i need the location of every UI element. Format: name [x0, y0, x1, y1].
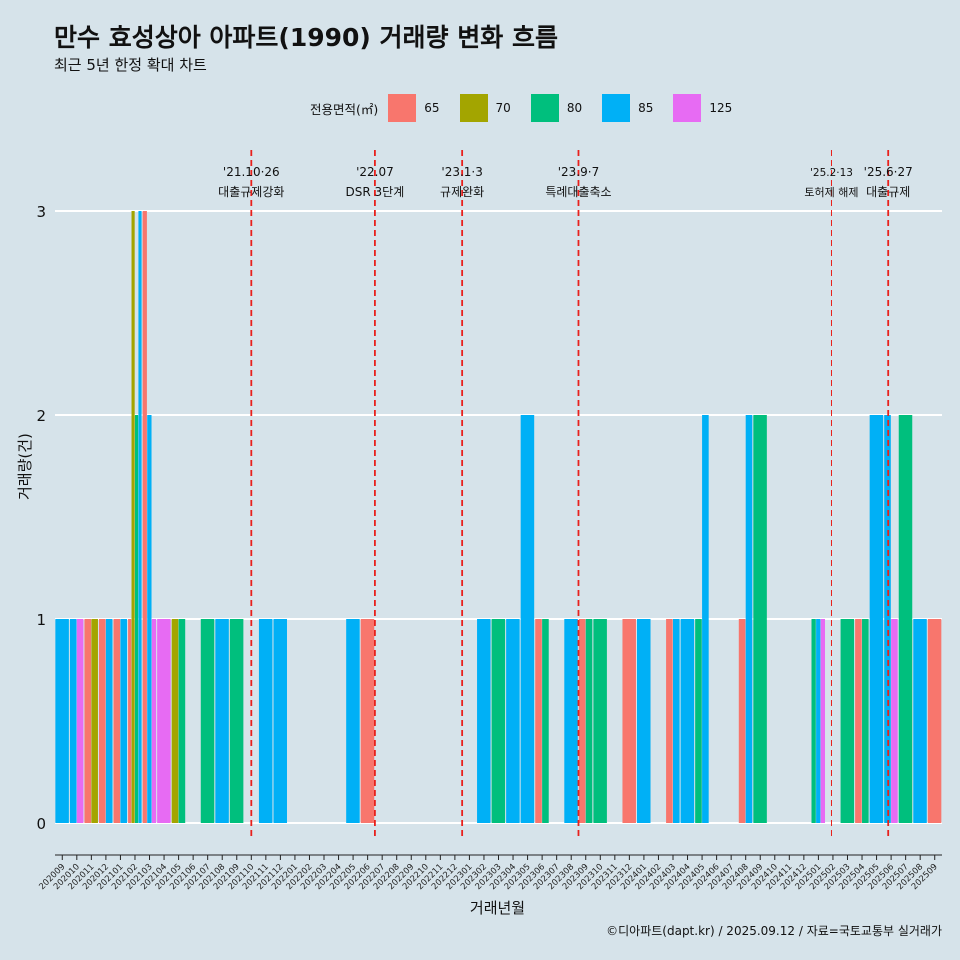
bar — [151, 619, 157, 823]
bar — [862, 619, 869, 823]
bar — [535, 619, 542, 823]
event-label: 토허제 해제 — [804, 185, 858, 199]
bar — [491, 619, 506, 823]
bar — [138, 211, 142, 823]
bar — [142, 211, 147, 823]
bar — [578, 619, 586, 823]
bar — [157, 619, 171, 823]
event-date: '22.07 — [356, 165, 394, 179]
legend-item: 65 — [388, 94, 453, 122]
bar — [898, 415, 913, 823]
bar — [637, 619, 651, 823]
bar — [258, 619, 273, 823]
legend-swatch — [602, 94, 631, 122]
bar — [927, 619, 942, 823]
legend-label: 85 — [638, 101, 654, 115]
legend-label: 70 — [495, 101, 511, 115]
bar — [134, 415, 139, 823]
legend-item: 125 — [673, 94, 746, 122]
y-axis-label: 거래량(건) — [16, 433, 34, 500]
bar — [816, 619, 821, 823]
bar — [738, 619, 746, 823]
event-label: 특례대출축소 — [545, 185, 611, 199]
bar — [147, 415, 152, 823]
bar — [69, 619, 77, 823]
bar — [229, 619, 244, 823]
bar — [520, 415, 535, 823]
event-label: 대출규제 — [866, 185, 910, 199]
event-date: '25.6·27 — [864, 165, 913, 179]
bar — [745, 415, 753, 823]
legend-label: 65 — [424, 101, 440, 115]
event-date: '25.2·13 — [810, 167, 853, 179]
bar — [98, 619, 106, 823]
chart-subtitle: 최근 5년 한정 확대 차트 — [54, 56, 207, 74]
bar — [215, 619, 229, 823]
source-caption: ©디아파트(dapt.kr) / 2025.09.12 / 자료=국토교통부 실… — [606, 924, 942, 938]
bar — [84, 619, 92, 823]
bar — [113, 619, 121, 823]
event-label: 대출규제강화 — [218, 185, 284, 199]
bar — [884, 415, 891, 823]
bar — [622, 619, 636, 823]
legend-item: 70 — [459, 94, 525, 122]
event-label: DSR 3단계 — [346, 185, 405, 199]
y-tick-label: 1 — [36, 611, 46, 629]
bar — [178, 619, 186, 823]
bar — [360, 619, 375, 823]
chart-title: 만수 효성상아 아파트(1990) 거래량 변화 흐름 — [54, 23, 558, 52]
bar — [200, 619, 215, 823]
x-axis-label: 거래년월 — [469, 899, 526, 917]
bar — [76, 619, 84, 823]
event-date: '23.1·3 — [441, 165, 482, 179]
bar — [680, 619, 695, 823]
legend-title: 전용면적(㎡) — [310, 101, 379, 117]
bar — [55, 619, 69, 823]
legend-swatch — [673, 94, 702, 122]
bar — [666, 619, 673, 823]
bar — [840, 619, 855, 823]
bar — [506, 619, 520, 823]
legend-item: 85 — [602, 94, 667, 122]
bar — [273, 619, 287, 823]
bar — [820, 619, 826, 823]
legend-swatch — [388, 94, 417, 122]
bar — [753, 415, 767, 823]
bar — [891, 619, 898, 823]
legend: 전용면적(㎡) 65 70 80 85 125 — [310, 94, 752, 122]
bar — [593, 619, 607, 823]
event-label: 규제완화 — [440, 185, 484, 199]
y-tick-label: 3 — [36, 203, 46, 221]
bar — [120, 619, 128, 823]
legend-label: 125 — [709, 101, 733, 115]
bar — [811, 619, 816, 823]
event-date: '23.9·7 — [558, 165, 599, 179]
bar — [542, 619, 549, 823]
legend-swatch — [459, 94, 488, 122]
event-date: '21.10·26 — [223, 165, 280, 179]
legend-swatch — [530, 94, 559, 122]
bar — [131, 211, 135, 823]
bar — [855, 619, 862, 823]
bar — [585, 619, 593, 823]
bar — [913, 619, 927, 823]
bar — [695, 619, 702, 823]
legend-item: 80 — [530, 94, 596, 122]
bar — [702, 415, 709, 823]
bar — [672, 619, 680, 823]
bar — [869, 415, 884, 823]
y-tick-label: 0 — [36, 815, 46, 833]
bar — [564, 619, 578, 823]
bar — [477, 619, 491, 823]
bar — [346, 619, 360, 823]
legend-label: 80 — [566, 101, 583, 115]
bar — [171, 619, 179, 823]
y-tick-label: 2 — [36, 407, 46, 425]
bar — [128, 619, 132, 823]
bar — [91, 619, 98, 823]
bar — [105, 619, 113, 823]
